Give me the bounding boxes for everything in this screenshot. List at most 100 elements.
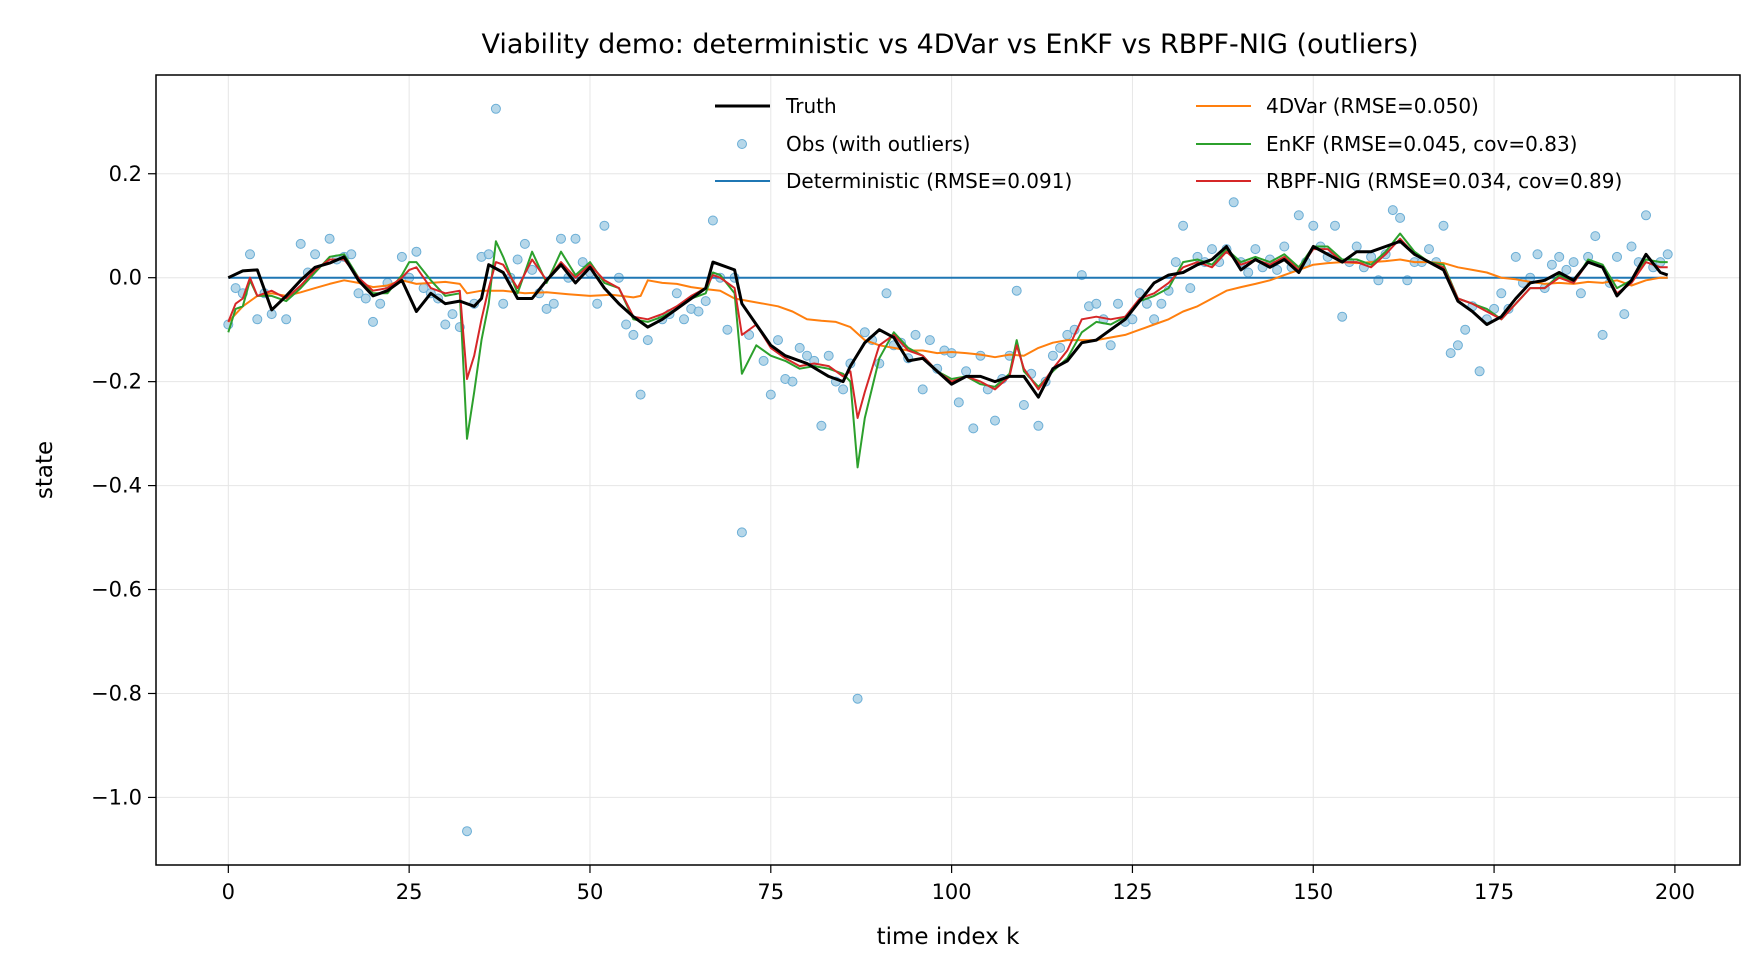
obs-point <box>1460 324 1471 335</box>
obs-point <box>411 246 422 257</box>
obs-point <box>700 296 711 307</box>
obs-point <box>1510 251 1521 262</box>
obs-point <box>1554 251 1565 262</box>
legend-entry-enkf: EnKF (RMSE=0.045, cov=0.83) <box>1196 132 1577 156</box>
obs-point <box>1127 314 1138 325</box>
x-tick-label: 100 <box>932 880 972 904</box>
obs-point <box>498 298 509 309</box>
x-tick-label: 175 <box>1474 880 1514 904</box>
obs-point <box>1018 400 1029 410</box>
obs-point <box>642 335 653 346</box>
series-group <box>223 103 1673 837</box>
obs-point <box>1641 210 1651 221</box>
obs-point <box>816 420 827 431</box>
obs-point <box>353 288 364 299</box>
obs-point <box>1207 244 1217 255</box>
y-tick-label: −1.0 <box>91 785 142 809</box>
obs-point <box>693 306 704 317</box>
obs-point <box>1438 220 1449 231</box>
obs-point <box>1366 251 1377 262</box>
obs-point <box>635 389 646 400</box>
y-tick-label: −0.8 <box>91 681 142 705</box>
obs-point <box>1575 288 1586 299</box>
obs-point <box>679 314 689 325</box>
obs-point <box>570 233 581 244</box>
obs-point <box>252 314 263 325</box>
plot-area: 0 25 50 75 100 125 150 175 200 0.2 0.0 −0.2 −0.4 −0.6… <box>91 74 1741 904</box>
legend-entry-truth: Truth <box>715 94 837 118</box>
obs-point <box>773 335 783 346</box>
obs-point <box>375 298 386 309</box>
obs-point <box>859 327 870 338</box>
obs-point <box>621 319 632 330</box>
series-line-truth <box>227 239 1669 399</box>
obs-point <box>1590 231 1601 242</box>
legend-label-4dvar: 4DVar (RMSE=0.050) <box>1266 94 1479 118</box>
obs-point <box>1568 257 1579 268</box>
obs-point <box>556 233 566 244</box>
obs-point <box>295 238 306 249</box>
obs-point <box>1445 348 1456 359</box>
obs-point <box>787 376 798 387</box>
obs-point <box>707 215 718 226</box>
obs-point <box>1424 244 1434 255</box>
obs-point <box>490 103 501 114</box>
x-tick-label: 75 <box>757 880 784 904</box>
legend-label-deterministic: Deterministic (RMSE=0.091) <box>786 169 1072 193</box>
obs-point <box>1250 244 1261 255</box>
y-tick-label: −0.6 <box>91 578 142 602</box>
obs-point <box>396 251 407 262</box>
obs-point <box>765 389 776 400</box>
y-tick-label: 0.2 <box>109 162 142 186</box>
obs-point <box>968 423 979 434</box>
obs-point <box>628 329 639 340</box>
obs-point <box>924 335 935 346</box>
plot-background <box>156 75 1740 865</box>
obs-point <box>1170 257 1181 268</box>
y-tick-label: −0.2 <box>91 370 142 394</box>
obs-point <box>512 254 523 265</box>
x-tick-label: 150 <box>1293 880 1333 904</box>
obs-point <box>722 324 733 335</box>
obs-point <box>577 257 588 268</box>
obs-point <box>671 288 682 299</box>
legend: Truth Obs (with outliers) Deterministic … <box>715 94 1622 193</box>
obs-point <box>1308 220 1319 231</box>
obs-point <box>1546 259 1557 270</box>
obs-point <box>917 384 928 395</box>
obs-point <box>736 527 747 538</box>
x-tick-label: 25 <box>396 880 423 904</box>
obs-point <box>1105 340 1116 351</box>
obs-point <box>1113 298 1123 309</box>
obs-point <box>802 350 812 361</box>
obs-point <box>1619 309 1630 320</box>
obs-point <box>1011 285 1022 296</box>
obs-point <box>360 293 371 304</box>
obs-point <box>541 303 552 314</box>
obs-point <box>1243 267 1254 278</box>
legend-label-rbpf-nig: RBPF-NIG (RMSE=0.034, cov=0.89) <box>1266 169 1622 193</box>
obs-point <box>1178 220 1189 231</box>
obs-point <box>1474 366 1485 377</box>
obs-point <box>1091 298 1102 309</box>
x-tick-label: 125 <box>1112 880 1152 904</box>
obs-point <box>1337 311 1348 322</box>
obs-point <box>1387 205 1398 216</box>
legend-entry-rbpf-nig: RBPF-NIG (RMSE=0.034, cov=0.89) <box>1196 169 1622 193</box>
series-line-4dvar <box>227 258 1668 359</box>
obs-point <box>310 249 321 260</box>
obs-point <box>592 298 603 309</box>
obs-point <box>758 355 769 366</box>
obs-point <box>1293 210 1304 221</box>
axis-ticks: 0 25 50 75 100 125 150 175 200 0.2 0.0 −0.2 −0.4 −0.6… <box>91 162 1695 904</box>
obs-point <box>910 329 921 340</box>
obs-point <box>230 283 241 294</box>
obs-point <box>961 366 972 377</box>
x-tick-label: 200 <box>1655 880 1695 904</box>
obs-point <box>1395 212 1406 223</box>
obs-point <box>368 316 378 327</box>
x-tick-label: 0 <box>222 880 235 904</box>
obs-point <box>548 298 559 309</box>
x-tick-label: 50 <box>577 880 604 904</box>
